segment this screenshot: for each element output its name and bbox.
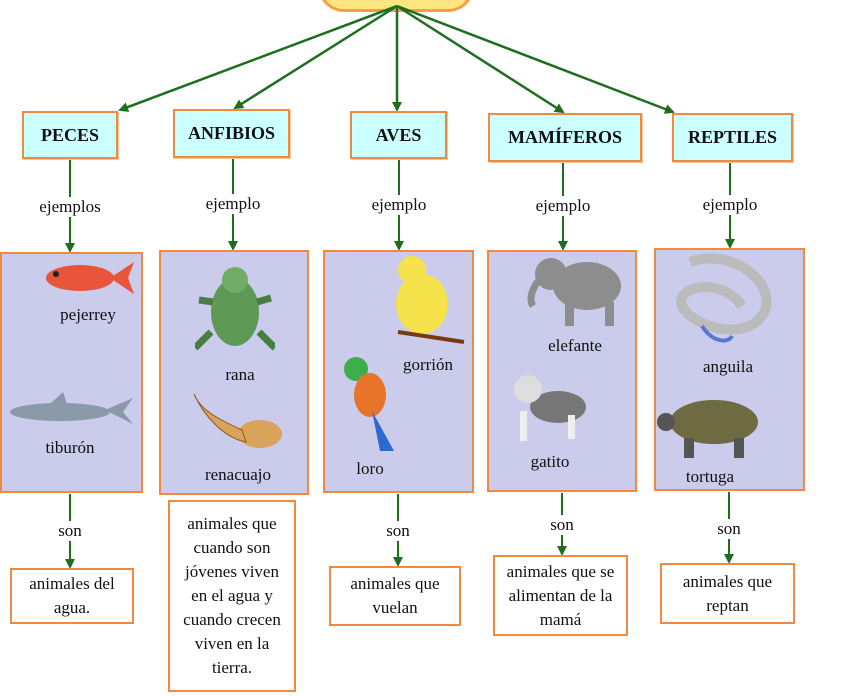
link-label: son bbox=[384, 521, 412, 541]
animal-label: elefante bbox=[548, 336, 602, 355]
link-label: ejemplos bbox=[37, 197, 103, 217]
link-label: son bbox=[548, 515, 576, 535]
link-label: son bbox=[56, 521, 84, 541]
arrow-to-peces bbox=[118, 4, 398, 112]
category-title: ANFIBIOS bbox=[187, 123, 276, 143]
link-label: ejemplo bbox=[533, 196, 593, 216]
animal-label: rana bbox=[225, 365, 255, 384]
arrow-to-reptiles bbox=[396, 4, 675, 114]
link-label: ejemplo bbox=[203, 194, 263, 214]
description-anfibios: animales que cuando son jóvenes viven en… bbox=[168, 500, 296, 692]
category-peces: PECES bbox=[22, 111, 118, 159]
category-title: PECES bbox=[40, 124, 100, 145]
arrow-to-mamiferos bbox=[396, 4, 565, 114]
animal-label: renacuajo bbox=[204, 465, 272, 484]
category-title: REPTILES bbox=[687, 127, 778, 147]
examples-anfibios bbox=[159, 250, 309, 495]
description-aves: animales que vuelan bbox=[329, 566, 461, 626]
category-mamiferos: MAMÍFEROS bbox=[488, 113, 642, 162]
category-reptiles: REPTILES bbox=[672, 113, 793, 162]
cat-gatito-image bbox=[514, 375, 586, 441]
frog-rana-image bbox=[195, 267, 275, 351]
animal-label: pejerrey bbox=[60, 305, 116, 324]
category-title: AVES bbox=[375, 124, 422, 145]
fish-pejerrey-image bbox=[46, 262, 134, 294]
description-reptiles: animales que reptan bbox=[660, 563, 795, 624]
link-label: ejemplo bbox=[369, 195, 429, 215]
animal-label: tiburón bbox=[45, 438, 95, 457]
link-label: ejemplo bbox=[700, 195, 760, 215]
description-peces: animales del agua. bbox=[10, 568, 134, 624]
description-text: animales que se alimentan de la mamá bbox=[506, 561, 615, 629]
animal-label: anguila bbox=[702, 357, 754, 376]
animal-label: tortuga bbox=[685, 467, 735, 486]
canary-gorrion-image bbox=[396, 256, 465, 344]
arrow-to-anfibios bbox=[233, 4, 398, 110]
animal-label: gatito bbox=[530, 452, 570, 471]
turtle-tortuga-image bbox=[657, 400, 758, 458]
tadpole-renacuajo-image bbox=[193, 393, 282, 448]
elephant-elefante-image bbox=[527, 258, 621, 326]
animal-label: loro bbox=[356, 459, 384, 478]
link-label: son bbox=[715, 519, 743, 539]
animal-label: gorrión bbox=[402, 355, 454, 374]
eel-anguila-image bbox=[676, 253, 772, 343]
description-mamiferos: animales que se alimentan de la mamá bbox=[493, 555, 628, 636]
category-anfibios: ANFIBIOS bbox=[173, 109, 290, 158]
description-text: animales del agua. bbox=[29, 574, 115, 617]
category-aves: AVES bbox=[350, 111, 447, 159]
description-text: animales que cuando son jóvenes viven en… bbox=[183, 514, 281, 677]
shark-tiburon-image bbox=[10, 392, 133, 424]
category-title: MAMÍFEROS bbox=[508, 127, 622, 147]
parrot-loro-image bbox=[344, 357, 394, 451]
description-text: animales que vuelan bbox=[350, 574, 440, 617]
description-text: animales que reptan bbox=[682, 571, 773, 615]
examples-peces bbox=[0, 252, 143, 493]
